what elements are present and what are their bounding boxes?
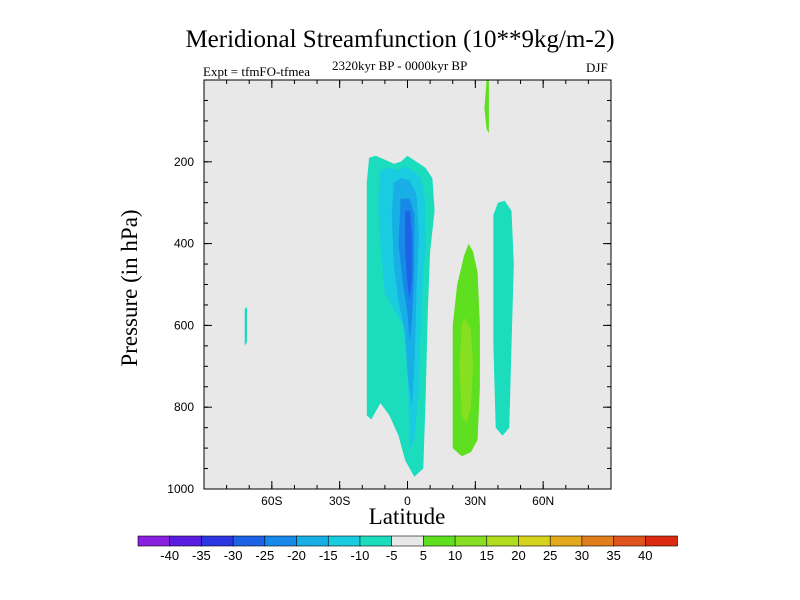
colorbar: -40 -35 -30 -25 -20 -15 -10 -5 5 10 15 20 25 30 35 40 — [137, 535, 678, 563]
colorbar-box — [264, 535, 298, 547]
contour-neg-25 — [405, 210, 412, 301]
colorbar-box — [518, 535, 551, 547]
colorbar-box — [613, 535, 647, 547]
colorbar-label: 20 — [511, 548, 525, 563]
contour-pos-5-top — [484, 80, 489, 134]
colorbar-box — [549, 535, 583, 547]
x-tick-label: 30S — [329, 494, 350, 508]
y-tick-label: 400 — [174, 237, 194, 251]
colorbar-box — [391, 535, 425, 547]
colorbar-label: -30 — [224, 548, 243, 563]
colorbar-label: -10 — [351, 548, 370, 563]
colorbar-box — [486, 535, 520, 547]
x-tick-label: 60N — [532, 494, 554, 508]
colorbar-box — [327, 535, 361, 547]
y-tick-label: 200 — [174, 155, 194, 169]
y-tick-label: 600 — [174, 318, 194, 332]
colorbar-box — [581, 535, 615, 547]
colorbar-label: 40 — [638, 548, 652, 563]
colorbar-label: 35 — [606, 548, 620, 563]
contour-neg-5-west — [244, 307, 247, 346]
chart-title: Meridional Streamfunction (10**9kg/m-2) — [185, 26, 615, 53]
colorbar-label: -20 — [287, 548, 306, 563]
y-tick-label: 1000 — [167, 482, 194, 496]
colorbar-box — [201, 535, 234, 547]
experiment-label: Expt = tfmFO-tfmea — [203, 64, 310, 79]
axis-ticks: 60S 30S 0 30N 60N 200 400 600 800 1000 — [167, 79, 612, 508]
colorbar-box — [423, 535, 456, 547]
y-tick-label: 800 — [174, 400, 194, 414]
colorbar-label: 30 — [575, 548, 589, 563]
colorbar-box — [296, 535, 330, 547]
colorbar-box — [359, 535, 393, 547]
colorbar-box — [644, 535, 678, 547]
contour-neg-5-east — [493, 200, 514, 436]
contour-regions — [244, 80, 514, 477]
x-tick-label: 0 — [404, 494, 411, 508]
colorbar-label: -5 — [386, 548, 398, 563]
contour-pos-10 — [459, 317, 474, 424]
colorbar-box — [232, 535, 266, 547]
colorbar-label: -15 — [319, 548, 338, 563]
colorbar-label: 15 — [480, 548, 494, 563]
colorbar-box — [137, 535, 171, 547]
colorbar-label: 25 — [543, 548, 557, 563]
colorbar-label: -35 — [192, 548, 211, 563]
colorbar-box — [169, 535, 203, 547]
colorbar-label: 5 — [420, 548, 427, 563]
x-tick-label: 30N — [464, 494, 486, 508]
colorbar-label: -40 — [160, 548, 179, 563]
colorbar-label: 10 — [448, 548, 462, 563]
x-axis-label: Latitude — [368, 504, 446, 529]
season-label: DJF — [586, 60, 608, 75]
x-tick-label: 60S — [261, 494, 282, 508]
time-range-label: 2320kyr BP - 0000kyr BP — [332, 58, 468, 73]
colorbar-box — [454, 535, 488, 547]
colorbar-label: -25 — [255, 548, 274, 563]
